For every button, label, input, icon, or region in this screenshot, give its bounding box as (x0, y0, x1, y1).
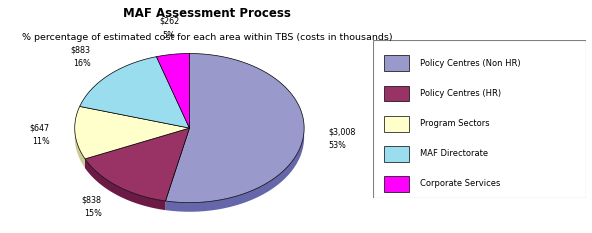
Bar (384, 116, 409, 131)
Text: $647: $647 (30, 123, 50, 132)
Text: 16%: 16% (73, 59, 91, 68)
Bar (384, 146, 409, 162)
Bar (384, 176, 409, 192)
Text: Policy Centres (HR): Policy Centres (HR) (420, 89, 501, 98)
Polygon shape (75, 129, 85, 168)
Polygon shape (165, 54, 304, 203)
Text: 15%: 15% (84, 209, 102, 218)
Polygon shape (165, 130, 304, 212)
Text: $262: $262 (159, 17, 179, 26)
Text: MAF Directorate: MAF Directorate (420, 149, 488, 158)
Text: 5%: 5% (163, 31, 175, 40)
Text: $838: $838 (82, 195, 102, 204)
Text: MAF Assessment Process: MAF Assessment Process (123, 7, 291, 20)
Text: Program Sectors: Program Sectors (420, 119, 490, 128)
Text: $3,008: $3,008 (329, 127, 356, 136)
Polygon shape (75, 106, 189, 159)
Polygon shape (156, 54, 189, 128)
Text: % percentage of estimated cost for each area within TBS (costs in thousands): % percentage of estimated cost for each … (22, 33, 392, 42)
Text: 11%: 11% (32, 137, 50, 146)
Polygon shape (85, 159, 165, 210)
Bar (384, 55, 409, 71)
Text: 53%: 53% (329, 141, 346, 150)
Polygon shape (80, 57, 189, 128)
Bar (384, 86, 409, 101)
Text: Policy Centres (Non HR): Policy Centres (Non HR) (420, 59, 520, 68)
Polygon shape (85, 128, 189, 201)
Text: $883: $883 (70, 45, 91, 54)
Text: Corporate Services: Corporate Services (420, 179, 500, 188)
